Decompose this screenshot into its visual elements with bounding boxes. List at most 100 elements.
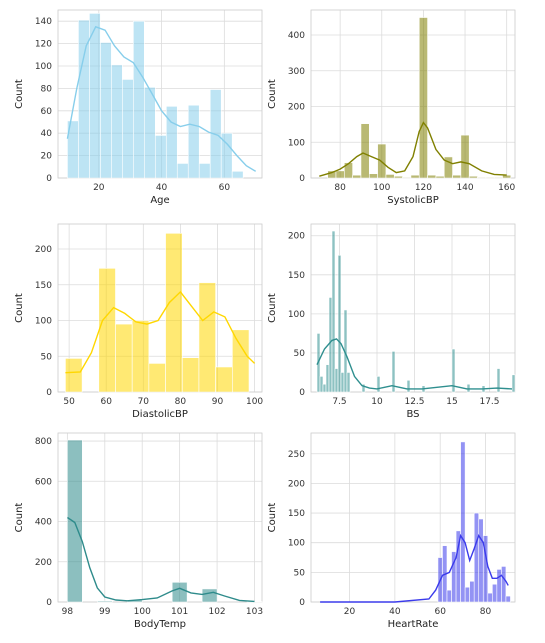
y-tick-label: 0 [299,174,305,184]
y-tick-label: 0 [46,388,52,398]
y-tick-label: 100 [288,310,305,320]
x-tick-label: 90 [212,397,224,407]
histogram-bar [340,372,345,393]
x-axis-label: BS [406,409,419,420]
histogram-bar [435,175,445,179]
histogram-bar [198,163,211,179]
x-axis-label: DiastolicBP [132,409,188,420]
histogram-bar [148,363,166,393]
y-tick-label: 100 [288,138,305,148]
plot-area [311,224,515,392]
histogram-bar [322,383,327,393]
kde-curve [66,25,257,172]
y-tick-label: 80 [41,84,53,94]
histogram-bar [111,64,123,179]
x-tick-label: 100 [246,397,263,407]
x-tick-label: 17.5 [479,397,499,407]
histogram-bar [402,176,412,179]
x-tick-label: 101 [171,607,188,617]
histogram-bar [460,441,466,603]
y-axis-label: Count [14,503,25,533]
y-tick-label: 200 [288,479,305,489]
chart-panel-systolicbp: 80 100 120 140 160 0 100 200 300 400 SystolicBP Cou… [267,9,516,206]
histogram-bar [65,358,83,393]
kde-curve [320,533,509,603]
chart-panel-diastolicbp: 50 60 70 80 90 100 0 50 100 150 200 DiastolicBP Coun… [14,223,263,420]
y-axis-label: Count [267,293,278,323]
y-axis-label: Count [14,79,25,109]
x-axis-label: HeartRate [388,619,439,630]
histogram-bar [198,282,216,393]
kde-curve [319,121,507,177]
x-axis-label: Age [150,195,169,206]
histogram-bar [361,383,366,393]
x-tick-label: 10 [371,397,383,407]
chart-panel-heartrate: 20 40 60 80 0 50 100 150 200 250 HeartRate Count [267,432,516,630]
histogram-bar [501,566,507,603]
histogram-bar [181,357,200,393]
kde-curve [67,516,255,603]
y-tick-label: 250 [288,450,305,460]
histogram-bar [115,323,133,393]
histogram-bar [496,368,501,393]
x-tick-label: 40 [156,183,168,193]
chart-panel-bs: 7.5 10 12.5 15 17.5 0 50 100 150 200 BS Count [267,223,516,420]
x-tick-label: 20 [93,183,105,193]
histogram-bar [482,535,489,603]
y-tick-label: 40 [41,129,53,139]
histogram-bar [231,170,244,179]
y-axis-label: Count [267,79,278,109]
histogram-bar [473,512,480,603]
y-tick-label: 0 [299,388,305,398]
histogram-bar [376,376,381,393]
histogram-bar [144,86,156,179]
histogram-bar [352,174,362,179]
histogram-bar [460,134,470,179]
histogram-bar [468,175,478,179]
y-tick-label: 0 [46,598,52,608]
histogram-bar [154,135,167,179]
chart-panel-bodytemp: 98 99 100 101 102 103 0 200 400 600 800 BodyTemp Cou… [14,432,263,630]
histogram-bar [215,366,233,393]
y-tick-label: 0 [46,174,52,184]
histogram-bar [220,132,233,179]
x-tick-label: 12.5 [404,397,424,407]
y-tick-label: 150 [288,271,305,281]
plot-frame [310,432,516,603]
histogram-bar [325,364,330,393]
plot-frame [57,432,263,603]
histogram-bar [346,372,351,393]
histogram-bar [131,320,150,393]
histogram-bar [443,156,453,179]
histogram-bar [201,588,218,603]
x-tick-label: 50 [63,397,75,407]
y-tick-label: 400 [35,518,52,528]
x-tick-label: 140 [456,183,473,193]
histogram-bar [334,368,339,393]
histogram-bar [133,20,145,179]
histogram-bar [478,518,484,603]
plot-frame [310,223,516,393]
y-tick-label: 100 [35,317,52,327]
y-tick-label: 50 [294,568,306,578]
histogram-bar [171,581,188,603]
y-tick-label: 150 [288,509,305,519]
x-tick-label: 15 [446,397,457,407]
histogram-bar [89,13,101,179]
x-tick-label: 7.5 [332,397,346,407]
histogram-bar [505,595,511,603]
x-tick-label: 100 [134,607,151,617]
histogram-bar [176,163,189,179]
y-tick-label: 200 [35,558,52,568]
histogram-bar [97,600,113,603]
histogram-bar [67,439,83,603]
x-tick-label: 103 [246,607,263,617]
x-tick-label: 100 [373,183,390,193]
y-tick-label: 20 [41,152,53,162]
y-tick-label: 100 [288,539,305,549]
y-tick-label: 150 [35,281,52,291]
y-tick-label: 200 [35,245,52,255]
histogram-bar [368,173,378,179]
x-tick-label: 70 [138,397,150,407]
